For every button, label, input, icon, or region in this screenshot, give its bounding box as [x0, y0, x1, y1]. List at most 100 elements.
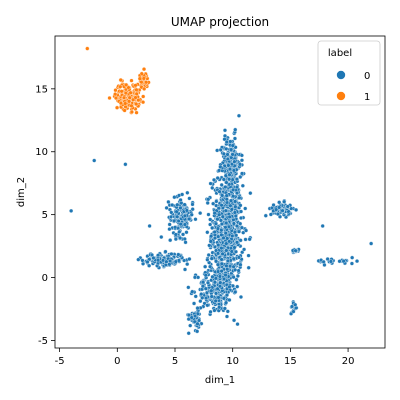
- point-label-0: [203, 264, 208, 269]
- point-label-0: [223, 173, 228, 178]
- point-label-0: [239, 158, 245, 163]
- point-label-0: [203, 295, 209, 301]
- point-label-0: [291, 309, 296, 314]
- point-label-0: [236, 255, 242, 260]
- point-label-0: [156, 258, 161, 263]
- point-label-0: [219, 232, 224, 237]
- point-label-0: [221, 177, 226, 182]
- point-label-0: [212, 308, 217, 313]
- x-tick-label: 20: [342, 356, 355, 367]
- point-label-0: [228, 139, 233, 144]
- point-label-0: [195, 306, 200, 311]
- point-label-0: [233, 289, 238, 295]
- point-label-0: [140, 261, 146, 266]
- point-label-1: [129, 109, 134, 115]
- point-label-0: [242, 247, 247, 252]
- point-label-0: [182, 213, 187, 218]
- point-label-0: [234, 177, 239, 182]
- x-axis-title: dim_1: [205, 375, 235, 386]
- point-label-0: [182, 236, 187, 242]
- point-label-0: [219, 228, 224, 233]
- point-label-0: [227, 167, 233, 172]
- point-label-0: [369, 241, 374, 246]
- point-label-0: [210, 274, 215, 279]
- point-label-0: [189, 212, 194, 217]
- point-label-0: [199, 292, 204, 297]
- point-label-0: [225, 309, 230, 314]
- point-label-1: [127, 95, 132, 100]
- point-label-0: [167, 222, 172, 227]
- point-label-0: [217, 212, 222, 217]
- point-label-0: [166, 199, 171, 205]
- legend-marker-1: [336, 91, 346, 101]
- point-label-0: [223, 225, 228, 230]
- point-label-1: [118, 77, 123, 83]
- point-label-1: [126, 85, 131, 90]
- point-label-0: [159, 234, 164, 240]
- point-label-0: [175, 202, 180, 207]
- point-label-0: [168, 258, 173, 264]
- x-tick-label: 10: [226, 356, 239, 367]
- point-label-0: [218, 147, 223, 153]
- point-label-1: [121, 95, 127, 100]
- point-label-0: [208, 309, 213, 314]
- point-label-0: [186, 331, 191, 336]
- point-label-0: [231, 256, 236, 261]
- point-label-0: [234, 223, 240, 229]
- point-label-1: [134, 101, 139, 107]
- point-label-1: [114, 105, 120, 110]
- point-label-0: [217, 305, 222, 310]
- point-label-0: [173, 225, 178, 230]
- point-label-0: [234, 184, 240, 190]
- point-label-0: [206, 252, 211, 258]
- legend: label 0 1: [317, 40, 381, 106]
- point-label-0: [193, 313, 198, 319]
- point-label-0: [229, 207, 234, 212]
- point-label-0: [170, 202, 175, 208]
- point-label-0: [222, 306, 227, 311]
- point-label-0: [220, 214, 225, 219]
- point-label-0: [187, 216, 192, 222]
- point-label-0: [190, 289, 195, 294]
- point-label-0: [227, 239, 232, 244]
- y-tick-label: 0: [42, 273, 48, 284]
- point-label-0: [184, 208, 189, 213]
- point-label-0: [180, 232, 186, 237]
- point-label-1: [133, 95, 138, 100]
- point-label-0: [222, 133, 228, 138]
- point-label-0: [230, 152, 235, 157]
- point-label-0: [239, 171, 245, 176]
- y-tick-label: 15: [35, 84, 48, 95]
- point-label-0: [221, 296, 226, 301]
- point-label-0: [215, 226, 220, 231]
- point-label-0: [203, 273, 208, 278]
- point-label-1: [129, 78, 134, 83]
- point-label-1: [113, 92, 118, 97]
- point-label-1: [141, 94, 146, 99]
- point-label-0: [219, 269, 224, 274]
- point-label-1: [134, 91, 139, 96]
- point-label-1: [107, 95, 112, 101]
- point-label-0: [169, 214, 174, 219]
- point-label-0: [238, 209, 244, 214]
- point-label-0: [224, 292, 230, 298]
- point-label-0: [185, 262, 190, 267]
- point-label-0: [294, 207, 299, 212]
- point-label-0: [176, 218, 181, 224]
- legend-label-1: 1: [364, 92, 370, 103]
- point-label-0: [241, 230, 246, 235]
- point-label-0: [225, 258, 231, 263]
- point-label-0: [233, 204, 238, 209]
- point-label-0: [215, 217, 220, 222]
- point-label-1: [128, 90, 133, 95]
- point-label-0: [237, 162, 243, 167]
- point-label-0: [208, 264, 213, 269]
- point-label-0: [328, 259, 333, 264]
- point-label-0: [277, 200, 282, 205]
- series-1-points: [85, 46, 151, 115]
- point-label-0: [322, 262, 327, 268]
- point-label-0: [223, 272, 228, 278]
- point-label-0: [280, 208, 285, 213]
- point-label-1: [141, 67, 147, 72]
- point-label-0: [191, 301, 197, 306]
